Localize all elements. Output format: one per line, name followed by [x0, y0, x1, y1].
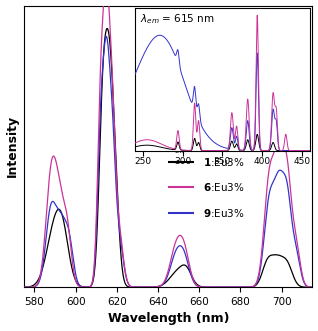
Text: $\mathbf{9}$:Eu3%: $\mathbf{9}$:Eu3% — [203, 207, 245, 218]
Text: $\mathbf{6}$:Eu3%: $\mathbf{6}$:Eu3% — [203, 181, 245, 193]
X-axis label: Wavelength (nm): Wavelength (nm) — [107, 312, 229, 325]
Text: $\lambda_{ex}$ = 394 nm: $\lambda_{ex}$ = 394 nm — [168, 142, 240, 156]
Text: $\mathbf{1}$:Eu3%: $\mathbf{1}$:Eu3% — [203, 156, 245, 168]
Y-axis label: Intensity: Intensity — [5, 115, 18, 177]
